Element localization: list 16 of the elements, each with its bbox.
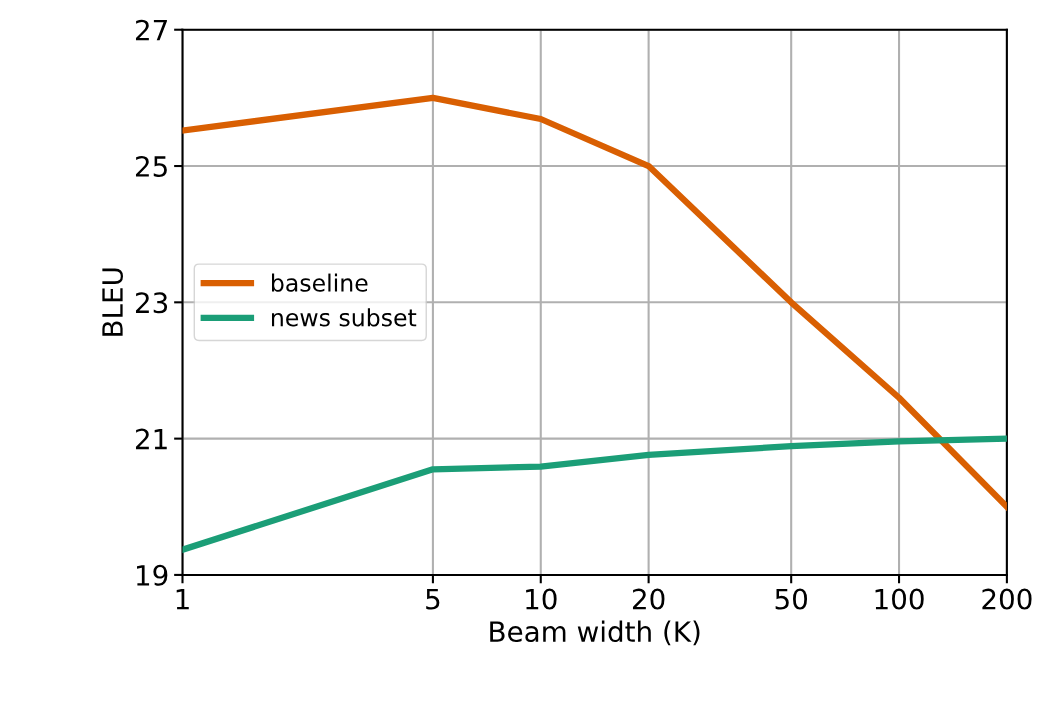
- y-tick-label: 19: [137, 564, 168, 586]
- x-tick-label: 1: [176, 588, 189, 610]
- y-tick-label: 27: [135, 19, 167, 41]
- x-tick-label: 20: [632, 588, 665, 610]
- y-axis-title: BLEU: [102, 268, 124, 336]
- legend-label: news subset: [272, 308, 417, 327]
- x-tick-label: 10: [526, 588, 557, 610]
- y-tick-label: 21: [135, 428, 167, 450]
- x-tick-label: 200: [982, 588, 1032, 610]
- y-tick-label: 25: [135, 155, 167, 177]
- x-tick-label: 50: [775, 588, 808, 610]
- x-axis-title: Beam width (K): [490, 620, 700, 646]
- x-tick-label: 5: [426, 588, 440, 610]
- y-tick-label: 23: [135, 292, 168, 314]
- legend-label: baseline: [272, 273, 368, 292]
- x-tick-label: 100: [875, 588, 924, 610]
